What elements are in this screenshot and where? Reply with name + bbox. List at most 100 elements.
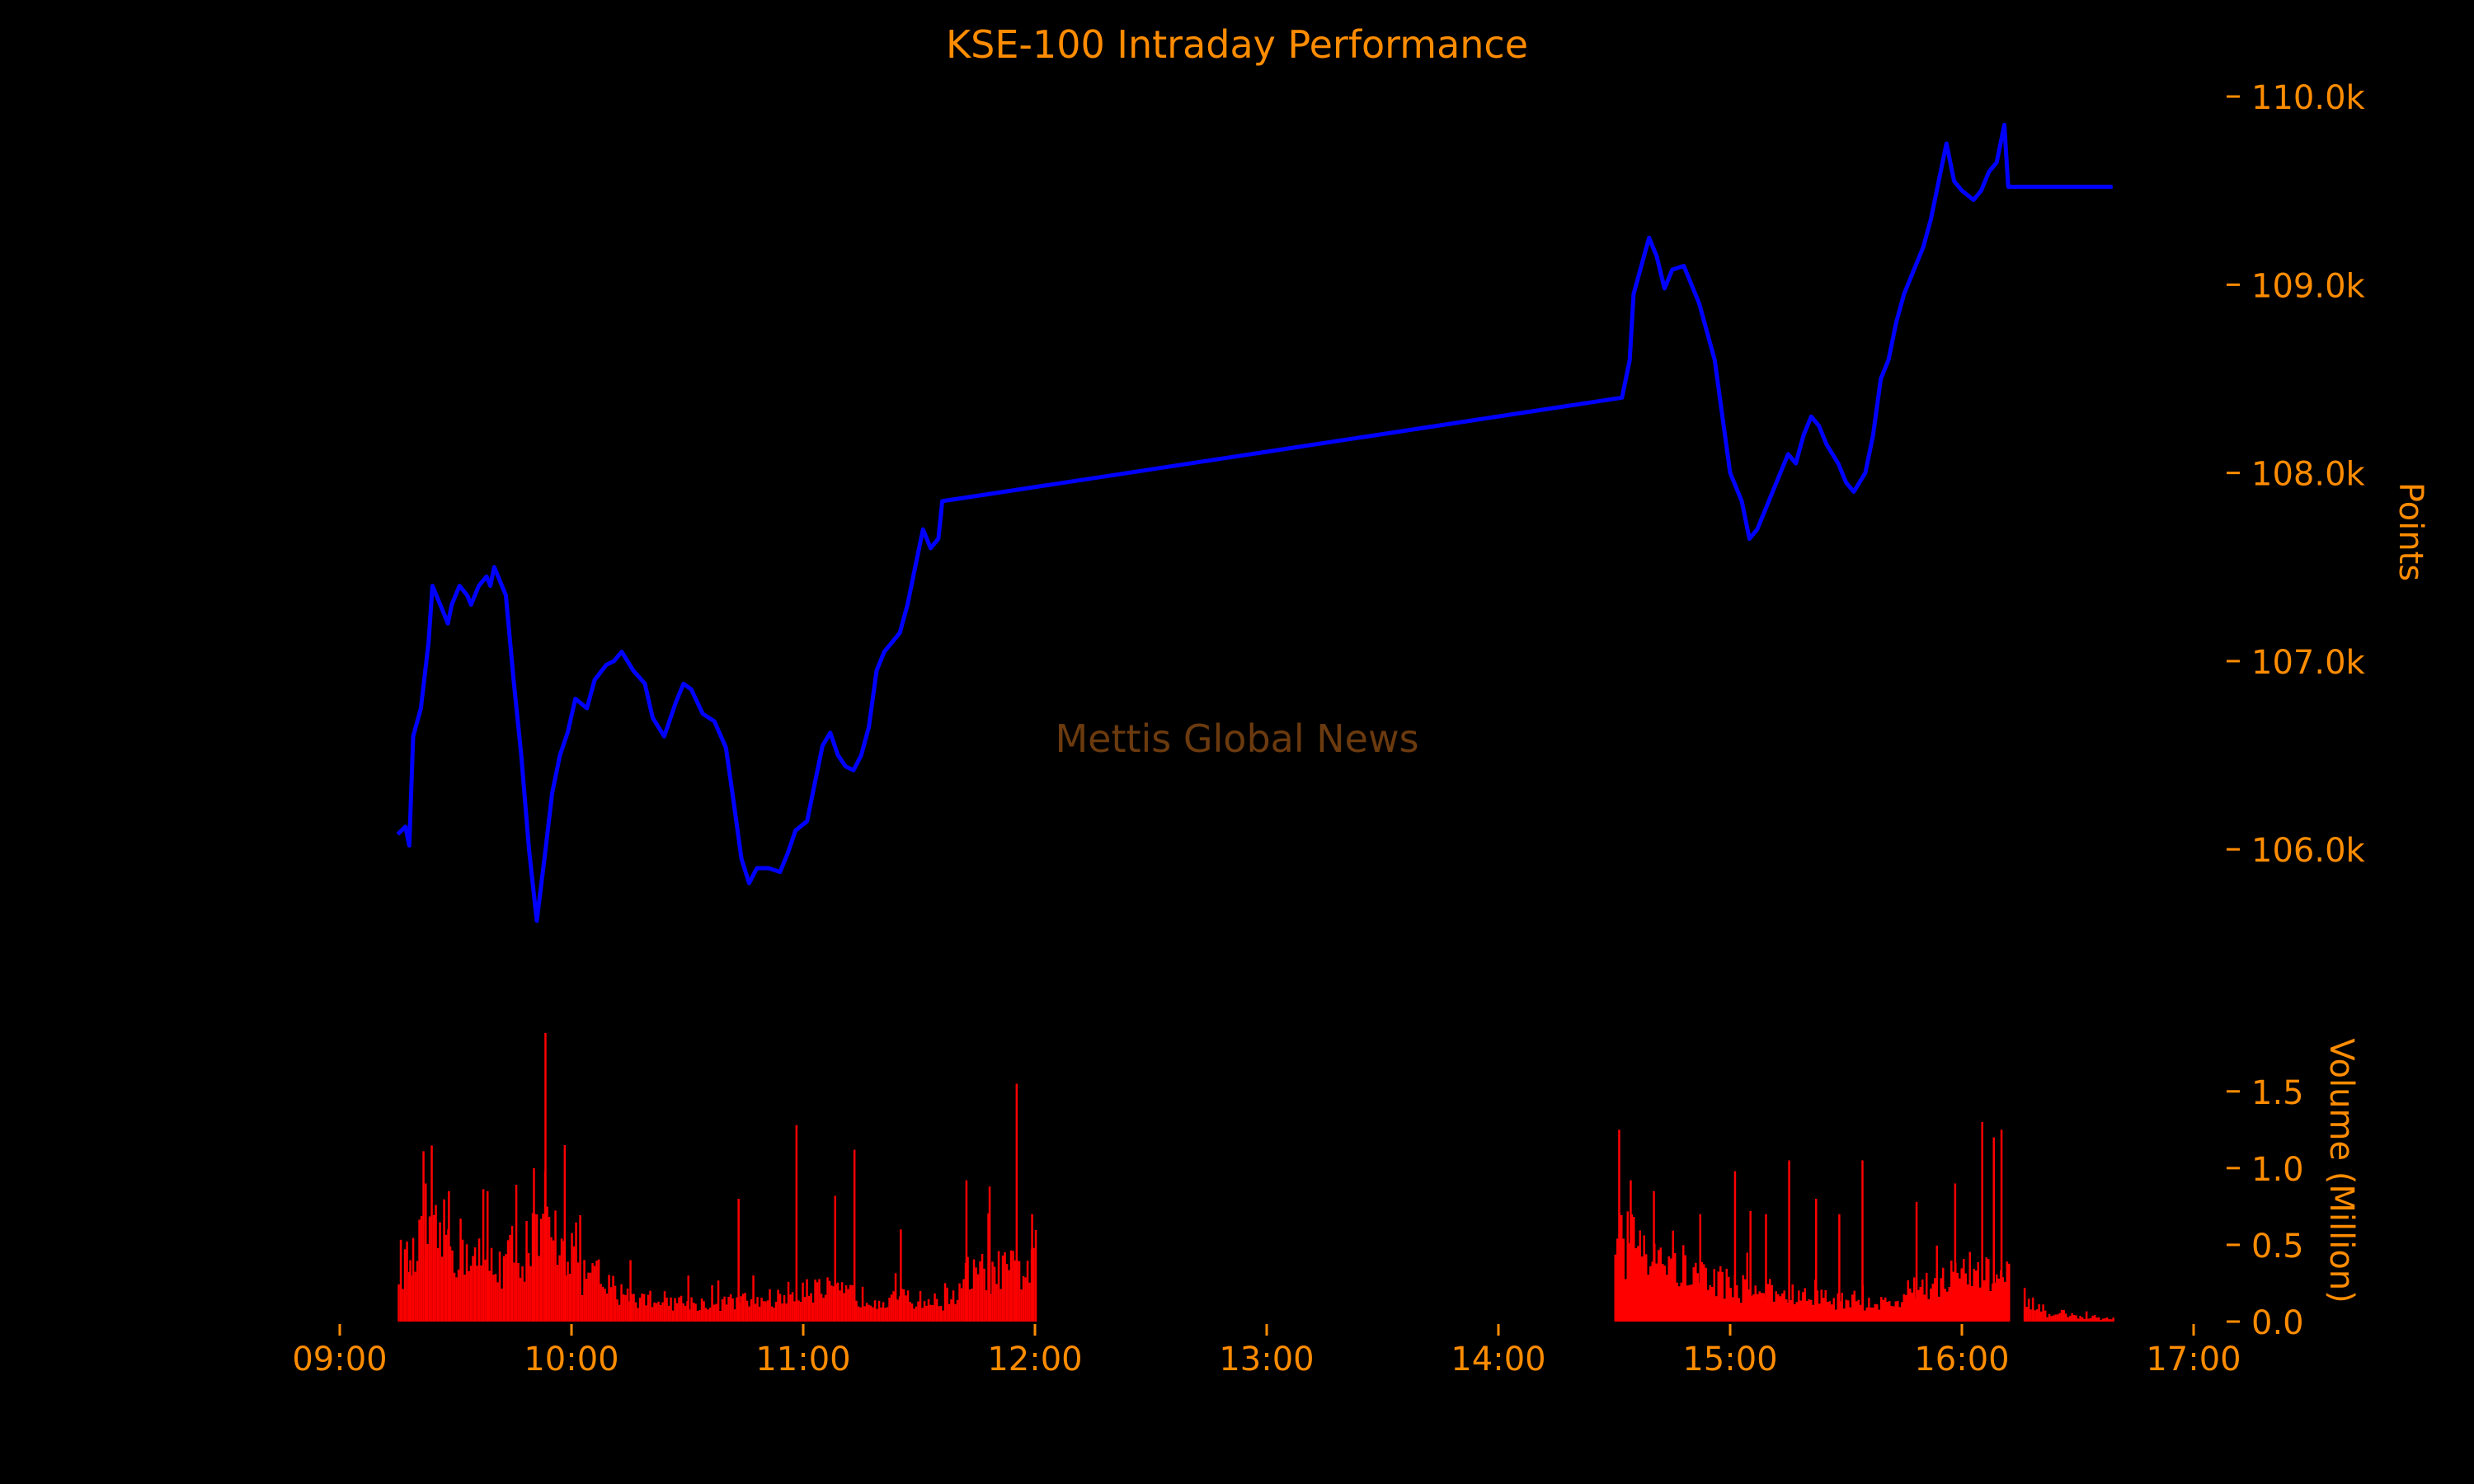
volume-bar xyxy=(614,1285,617,1322)
volume-bar xyxy=(2100,1319,2102,1322)
volume-bar xyxy=(1816,1290,1818,1322)
volume-bar xyxy=(898,1296,901,1322)
volume-bar xyxy=(1831,1304,1833,1322)
volume-bar xyxy=(1791,1284,1794,1322)
volume-bar xyxy=(745,1300,749,1322)
volume-bar xyxy=(616,1299,618,1322)
volume-bar xyxy=(562,1241,565,1322)
volume-bar xyxy=(451,1250,454,1322)
volume-bar xyxy=(2091,1315,2094,1322)
volume-bar xyxy=(477,1238,481,1322)
volume-bar xyxy=(939,1305,943,1322)
volume-bar xyxy=(731,1298,734,1322)
volume-bar xyxy=(909,1302,911,1322)
volume-bar xyxy=(1659,1247,1662,1322)
volume-bar xyxy=(1845,1299,1847,1322)
volume-bar xyxy=(700,1298,703,1322)
volume-bar xyxy=(638,1298,642,1322)
volume-bar xyxy=(622,1294,625,1322)
volume-bar xyxy=(869,1305,872,1322)
price-axis-label: Points xyxy=(2392,482,2429,581)
volume-bar xyxy=(1824,1289,1827,1322)
volume-bar xyxy=(443,1199,445,1322)
volume-bar xyxy=(1921,1280,1924,1322)
volume-bar xyxy=(905,1295,907,1322)
volume-bar xyxy=(1695,1262,1697,1322)
volume-bar xyxy=(1014,1260,1017,1322)
volume-bar xyxy=(2064,1313,2067,1322)
volume-bar xyxy=(490,1247,493,1322)
volume-spike xyxy=(1838,1214,1841,1322)
volume-bar xyxy=(704,1308,708,1322)
volume-bar xyxy=(1828,1301,1831,1322)
volume-spike xyxy=(1618,1129,1620,1322)
volume-bar xyxy=(2060,1309,2063,1322)
volume-bar xyxy=(711,1284,713,1322)
volume-tick-label: 1.0 xyxy=(2251,1151,2304,1189)
volume-bar xyxy=(826,1277,829,1322)
volume-bar xyxy=(946,1287,948,1322)
volume-bar xyxy=(1903,1294,1905,1322)
volume-bar xyxy=(1005,1264,1009,1322)
volume-bar xyxy=(1771,1284,1773,1322)
volume-bar xyxy=(2025,1307,2028,1322)
volume-bar xyxy=(667,1305,670,1322)
volume-spike xyxy=(425,1183,427,1322)
volume-bar xyxy=(876,1308,878,1322)
volume-bar xyxy=(824,1294,827,1322)
volume-bar xyxy=(717,1280,720,1322)
volume-bar xyxy=(432,1214,435,1322)
volume-bar xyxy=(517,1263,520,1322)
volume-spike xyxy=(544,1033,547,1322)
volume-bar xyxy=(1678,1286,1681,1322)
volume-bar xyxy=(960,1288,963,1322)
volume-bar xyxy=(1009,1250,1013,1322)
volume-bar xyxy=(857,1306,860,1322)
volume-bar xyxy=(407,1271,411,1322)
volume-spike xyxy=(1954,1183,1957,1322)
volume-bar xyxy=(509,1234,511,1322)
volume-spike xyxy=(629,1260,632,1322)
volume-bar xyxy=(498,1252,501,1322)
volume-bar xyxy=(601,1286,604,1322)
volume-bar xyxy=(814,1280,816,1322)
volume-bar xyxy=(1923,1294,1926,1322)
volume-bar xyxy=(1719,1266,1722,1322)
volume-bar xyxy=(521,1266,524,1322)
volume-bar xyxy=(1779,1296,1781,1322)
volume-bar xyxy=(1832,1298,1835,1322)
volume-bar xyxy=(983,1268,985,1322)
volume-bar xyxy=(666,1298,668,1322)
volume-bar xyxy=(741,1294,745,1322)
volume-bar xyxy=(708,1308,712,1322)
volume-bar xyxy=(1758,1291,1761,1322)
volume-bar xyxy=(600,1284,602,1322)
volume-bar xyxy=(861,1286,864,1322)
volume-bar xyxy=(1823,1298,1825,1322)
volume-bar xyxy=(1022,1276,1025,1322)
volume-bar xyxy=(1909,1288,1912,1322)
volume-bar xyxy=(1647,1275,1649,1322)
volume-bar xyxy=(999,1289,1002,1322)
volume-bar xyxy=(818,1279,821,1322)
volume-bar xyxy=(773,1308,775,1322)
volume-bar xyxy=(626,1288,629,1322)
volume-spike xyxy=(448,1190,450,1322)
volume-bar xyxy=(1762,1293,1765,1322)
volume-bar xyxy=(1740,1303,1743,1322)
price-panel: 106.0k 107.0k 108.0k 109.0k 110.0k Points xyxy=(396,79,2429,923)
volume-bar xyxy=(637,1308,639,1322)
volume-bar xyxy=(849,1284,852,1322)
volume-bar xyxy=(1785,1299,1788,1322)
volume-bar xyxy=(1728,1276,1730,1322)
volume-bar xyxy=(484,1259,487,1322)
volume-bar xyxy=(494,1274,497,1322)
volume-bar xyxy=(1963,1259,1965,1322)
volume-bar xyxy=(783,1295,786,1322)
volume-bar xyxy=(642,1294,646,1322)
volume-bar xyxy=(760,1298,763,1322)
volume-bar xyxy=(956,1299,959,1322)
volume-bar xyxy=(1658,1250,1660,1322)
volume-bar xyxy=(2089,1317,2092,1322)
price-axis: 106.0k 107.0k 108.0k 109.0k 110.0k xyxy=(2227,79,2366,870)
